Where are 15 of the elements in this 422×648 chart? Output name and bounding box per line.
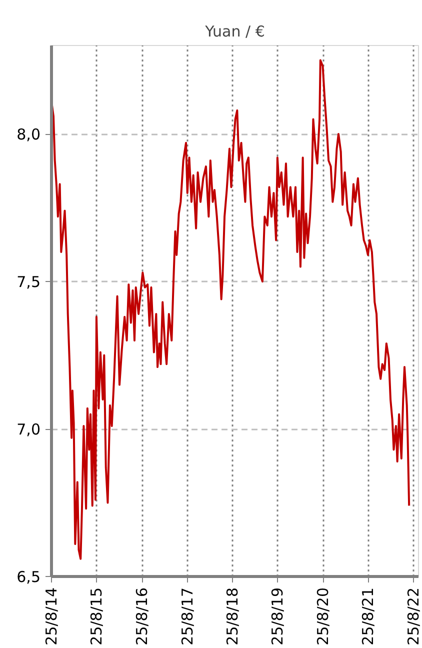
y-tick-label: 7,0	[16, 420, 41, 438]
x-tick-label: 25/8/20	[314, 587, 332, 646]
x-tick-label: 25/8/15	[88, 587, 106, 646]
x-tick-label: 25/8/21	[359, 587, 378, 646]
x-tick-label: 25/8/14	[42, 587, 60, 646]
x-tick-label: 25/8/17	[178, 587, 196, 646]
y-tick-label: 8,0	[16, 126, 41, 144]
x-tick-label: 25/8/19	[268, 587, 287, 646]
y-tick-label: 6,5	[16, 568, 41, 586]
line-series	[52, 59, 410, 560]
chart-title: Yuan / €	[204, 22, 265, 40]
x-tick-label: 25/8/18	[223, 587, 242, 646]
x-tick-label: 25/8/22	[404, 587, 422, 646]
x-tick-label: 25/8/16	[133, 587, 152, 646]
y-tick-label: 7,5	[16, 273, 41, 291]
